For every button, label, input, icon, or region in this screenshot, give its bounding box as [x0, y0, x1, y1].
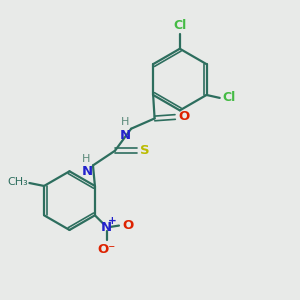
- Text: N: N: [120, 129, 131, 142]
- Text: H: H: [120, 117, 129, 127]
- Text: O: O: [122, 219, 133, 232]
- Text: CH₃: CH₃: [7, 177, 28, 187]
- Text: +: +: [108, 216, 116, 226]
- Text: N: N: [82, 165, 93, 178]
- Text: O⁻: O⁻: [98, 243, 116, 256]
- Text: Cl: Cl: [222, 92, 235, 104]
- Text: O: O: [178, 110, 189, 124]
- Text: N: N: [101, 220, 112, 233]
- Text: S: S: [140, 144, 150, 157]
- Text: H: H: [82, 154, 91, 164]
- Text: Cl: Cl: [173, 19, 186, 32]
